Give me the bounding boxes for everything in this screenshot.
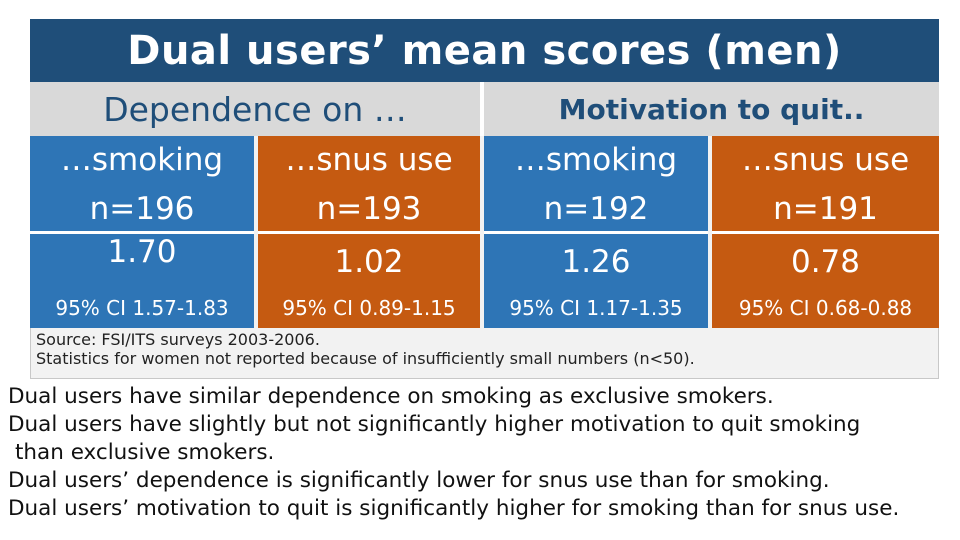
cell-motivation-snus: …snus use n=191 0.78 95% CI 0.68-0.88 bbox=[712, 136, 939, 328]
cell-mean-score: 0.78 bbox=[790, 244, 861, 280]
cell-label: …snus use bbox=[285, 142, 453, 178]
cell-divider bbox=[258, 231, 480, 234]
cell-mean-score: 1.70 bbox=[107, 234, 177, 270]
conclusions: Dual users have similar dependence on sm… bbox=[8, 383, 953, 523]
cell-sample-size: n=196 bbox=[89, 191, 195, 227]
conclusion-item: Dual users’ dependence is significantly … bbox=[8, 468, 830, 493]
cell-divider bbox=[484, 231, 708, 234]
cell-confidence-interval: 95% CI 0.89-1.15 bbox=[282, 296, 456, 320]
cell-label: …snus use bbox=[741, 142, 910, 178]
cell-label: …smoking bbox=[60, 142, 224, 178]
conclusion-item-continuation: than exclusive smokers. bbox=[15, 440, 275, 465]
cell-mean-score: 1.02 bbox=[334, 244, 404, 280]
header-motivation: Motivation to quit.. bbox=[484, 82, 939, 136]
conclusion-item: Dual users have similar dependence on sm… bbox=[8, 384, 774, 409]
conclusion-item: Dual users have slightly but not signifi… bbox=[8, 412, 861, 437]
source-footnote: Statistics for women not reported becaus… bbox=[36, 349, 695, 368]
cell-confidence-interval: 95% CI 1.57-1.83 bbox=[55, 296, 229, 320]
cell-sample-size: n=193 bbox=[316, 191, 422, 227]
cell-motivation-smoking: …smoking n=192 1.26 95% CI 1.17-1.35 bbox=[484, 136, 708, 328]
cell-confidence-interval: 95% CI 1.17-1.35 bbox=[509, 296, 683, 320]
cell-confidence-interval: 95% CI 0.68-0.88 bbox=[738, 296, 913, 320]
source-line: Source: FSI/ITS surveys 2003-2006. bbox=[36, 330, 320, 349]
cell-divider bbox=[30, 231, 254, 234]
conclusion-item: Dual users’ motivation to quit is signif… bbox=[8, 496, 900, 521]
cell-dependence-snus: …snus use n=193 1.02 95% CI 0.89-1.15 bbox=[258, 136, 480, 328]
header-divider bbox=[480, 82, 484, 136]
cell-dependence-smoking: …smoking n=196 1.70 95% CI 1.57-1.83 bbox=[30, 136, 254, 328]
slide-title: Dual users’ mean scores (men) bbox=[30, 19, 939, 82]
cell-divider bbox=[712, 231, 939, 234]
cell-mean-score: 1.26 bbox=[561, 244, 631, 280]
cell-sample-size: n=191 bbox=[773, 191, 878, 227]
source-note: Source: FSI/ITS surveys 2003-2006. Stati… bbox=[36, 330, 695, 368]
cell-sample-size: n=192 bbox=[543, 191, 649, 227]
cell-label: …smoking bbox=[514, 142, 678, 178]
header-dependence: Dependence on … bbox=[30, 82, 480, 136]
